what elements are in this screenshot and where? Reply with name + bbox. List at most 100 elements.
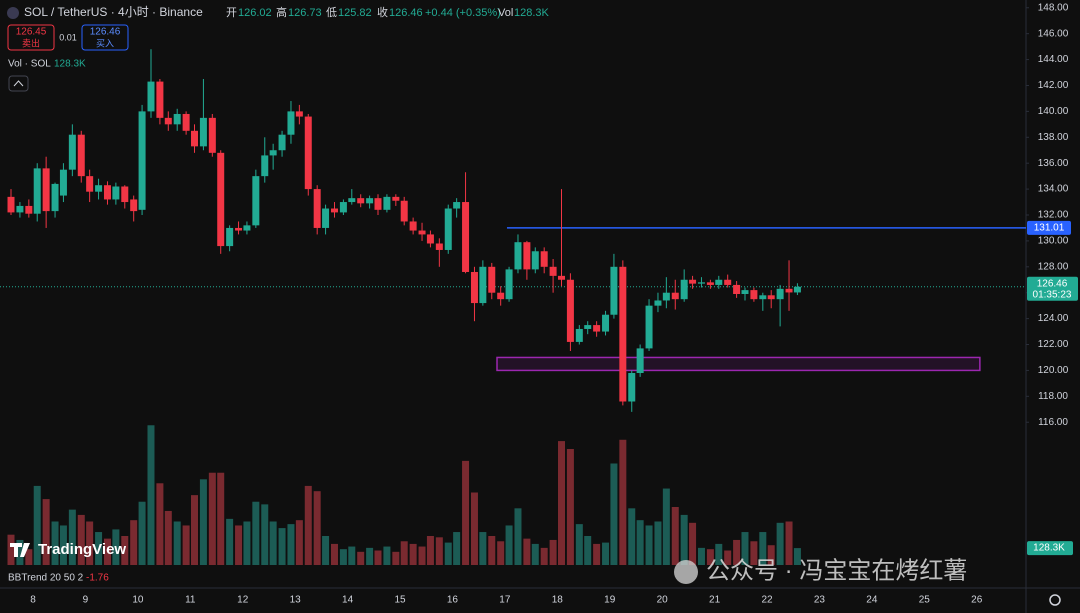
volume-bar <box>505 525 513 565</box>
sell-label[interactable]: 卖出 <box>22 37 40 48</box>
volume-bar <box>662 488 670 565</box>
candle-body <box>793 286 801 293</box>
volume-bar <box>42 499 50 565</box>
volume-bar <box>488 536 496 565</box>
volume-bar <box>235 525 243 565</box>
x-tick-label: 11 <box>185 595 196 606</box>
candle-body <box>59 169 67 196</box>
candle-body <box>470 271 478 304</box>
collapse-button[interactable] <box>8 75 29 92</box>
candle-body <box>226 227 234 247</box>
candle-body <box>557 275 565 280</box>
x-tick-label: 26 <box>971 595 983 606</box>
y-tick-label: 120.00 <box>1038 365 1069 376</box>
candle-body <box>706 282 714 285</box>
buy-box[interactable] <box>81 24 129 51</box>
countdown: 01:35:23 <box>1033 289 1072 300</box>
volume-bar <box>514 508 522 565</box>
volume-bar <box>462 460 470 565</box>
volume-bar <box>470 492 478 565</box>
x-tick-label: 24 <box>866 595 878 606</box>
candle-body <box>138 111 146 210</box>
candle-body <box>147 81 155 112</box>
volume-bar <box>164 510 172 565</box>
x-tick-label: 25 <box>919 595 931 606</box>
candle-body <box>199 117 207 147</box>
y-tick-label: 140.00 <box>1038 106 1069 117</box>
volume-bar <box>112 529 120 565</box>
volume-bar <box>173 521 181 565</box>
candle-body <box>243 225 251 231</box>
volume-bar <box>706 549 714 565</box>
candle-body <box>7 196 15 213</box>
y-tick-label: 132.00 <box>1038 210 1069 221</box>
price-tag-label: 131.01 <box>1034 222 1065 233</box>
volume-bar <box>261 504 269 565</box>
buy-button[interactable]: 126.46 买入 <box>81 24 129 51</box>
volume-bar <box>733 539 741 565</box>
collapse-icon[interactable] <box>13 80 24 87</box>
volume-bar <box>776 522 784 565</box>
sell-box[interactable] <box>7 24 55 51</box>
candle-body <box>235 227 243 231</box>
ohlc-value: 126.46 <box>389 7 423 19</box>
buy-price[interactable]: 126.46 <box>90 27 121 38</box>
y-tick-label: 142.00 <box>1038 80 1069 91</box>
buy-label[interactable]: 买入 <box>96 38 114 48</box>
candle-body <box>339 202 347 213</box>
candle-body <box>103 185 111 200</box>
volume-tag-label: 128.3K <box>1033 543 1065 554</box>
settings-icon[interactable] <box>1049 594 1061 606</box>
volume-bar <box>619 439 627 565</box>
candle-body <box>313 189 321 228</box>
candle-body <box>304 116 312 190</box>
volume-bar <box>138 501 146 565</box>
volume-bar <box>130 520 138 565</box>
candle-body <box>278 134 286 151</box>
candle-body <box>628 373 636 402</box>
volume-bar <box>645 525 653 565</box>
volume-bar <box>654 521 662 565</box>
logo-icon <box>10 543 30 557</box>
price-tag <box>1027 220 1071 235</box>
volume-bar <box>208 472 216 565</box>
volume-bar <box>217 472 225 565</box>
volume-bar <box>383 546 391 565</box>
candle-body <box>287 111 295 135</box>
ohlc-label: 低 <box>326 6 337 19</box>
candle-body <box>121 186 129 203</box>
y-tick-label: 138.00 <box>1038 132 1069 143</box>
volume-bar <box>77 514 85 565</box>
zone <box>496 356 981 372</box>
volume-bar <box>680 514 688 565</box>
candle-body <box>392 196 400 201</box>
volume-bar <box>785 521 793 565</box>
candle-body <box>453 202 461 209</box>
y-tick-label: 136.00 <box>1038 158 1069 169</box>
volume-bar <box>330 543 338 565</box>
price-tag <box>1027 276 1078 301</box>
ohlc-value: 125.82 <box>338 7 372 19</box>
ohlc-label: 收 <box>377 5 388 19</box>
x-tick-label: 14 <box>342 595 354 606</box>
candle-body <box>566 279 574 342</box>
volume-pane <box>7 425 801 565</box>
x-tick-label: 19 <box>604 595 616 606</box>
ohlc-value: 126.02 <box>238 7 272 19</box>
volume-bar <box>348 546 356 565</box>
volume-bar <box>602 542 610 565</box>
symbol-icon <box>7 7 19 19</box>
sell-price[interactable]: 126.45 <box>16 27 47 38</box>
logo: TradingView <box>38 541 126 558</box>
volume-bar <box>750 541 758 565</box>
sell-button[interactable]: 126.45 卖出 <box>7 24 55 51</box>
candle-body <box>208 117 216 153</box>
x-tick-label: 20 <box>657 595 669 606</box>
x-tick-label: 12 <box>237 595 249 606</box>
volume-bar <box>689 522 697 565</box>
volume-bar <box>392 551 400 565</box>
volume-bar <box>540 547 548 565</box>
x-tick-label: 18 <box>552 595 564 606</box>
candle-body <box>505 269 513 300</box>
